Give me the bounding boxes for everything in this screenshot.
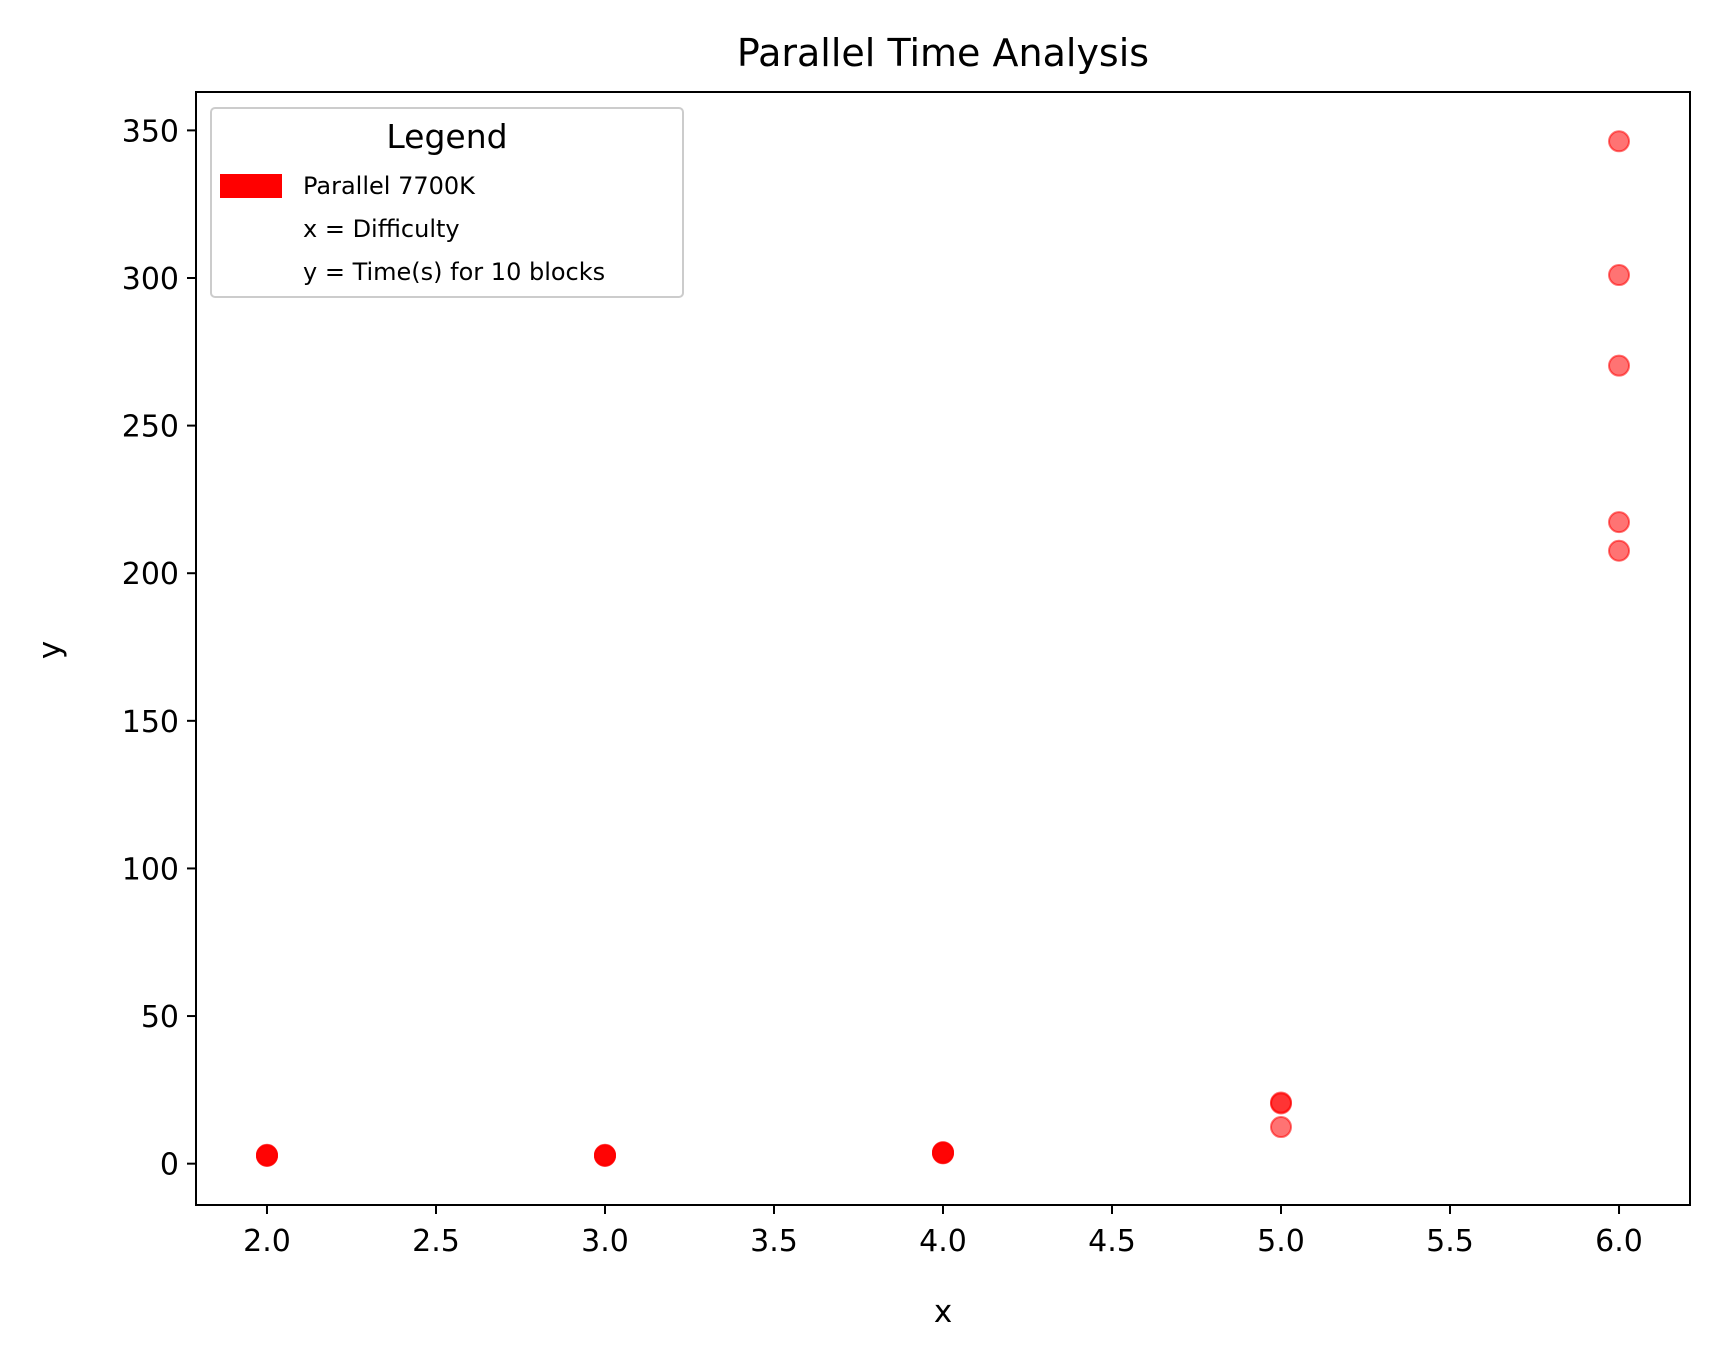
data-point <box>1608 539 1631 562</box>
y-axis-label: y <box>32 641 68 659</box>
x-tick-label: 3.5 <box>750 1224 798 1259</box>
data-point <box>255 1144 278 1167</box>
data-point <box>1608 354 1631 377</box>
data-point <box>1608 130 1631 153</box>
y-tick-label: 100 <box>122 852 179 887</box>
chart-title: Parallel Time Analysis <box>737 31 1149 75</box>
data-point <box>1608 511 1631 534</box>
x-tick-label: 5.0 <box>1257 1224 1305 1259</box>
legend-box <box>210 107 684 298</box>
data-point <box>593 1144 616 1167</box>
y-tick-label: 350 <box>122 114 179 149</box>
x-tick-label: 6.0 <box>1595 1224 1643 1259</box>
data-point <box>1608 264 1631 287</box>
x-tick-label: 4.0 <box>919 1224 967 1259</box>
y-tick-label: 300 <box>122 262 179 297</box>
y-tick-label: 150 <box>122 705 179 740</box>
legend-entry-x-meaning: x = Difficulty <box>303 215 460 243</box>
y-tick-label: 200 <box>122 557 179 592</box>
legend-swatch-parallel-7700k <box>220 174 282 198</box>
x-tick-label: 4.5 <box>1088 1224 1136 1259</box>
legend-entry-series: Parallel 7700K <box>303 172 476 200</box>
data-point <box>1270 1116 1293 1139</box>
x-tick-label: 3.0 <box>581 1224 629 1259</box>
x-axis-ticks: 2.0 2.5 3.0 3.5 4.0 4.5 5.0 5.5 6.0 <box>243 1205 1643 1259</box>
x-tick-label: 2.0 <box>243 1224 291 1259</box>
x-tick-label: 5.5 <box>1426 1224 1474 1259</box>
y-axis-ticks: 0 50 100 150 200 250 300 350 <box>122 114 196 1183</box>
y-tick-label: 250 <box>122 410 179 445</box>
y-tick-label: 50 <box>141 1000 179 1035</box>
legend-entry-y-meaning: y = Time(s) for 10 blocks <box>303 258 605 286</box>
legend: Legend Parallel 7700K x = Difficulty y =… <box>210 107 684 298</box>
legend-title: Legend <box>386 117 507 156</box>
x-tick-label: 2.5 <box>412 1224 460 1259</box>
data-points <box>255 130 1631 1167</box>
data-point <box>932 1142 954 1165</box>
data-point <box>1270 1092 1293 1115</box>
y-tick-label: 0 <box>160 1148 179 1183</box>
x-axis-label: x <box>934 1294 952 1330</box>
